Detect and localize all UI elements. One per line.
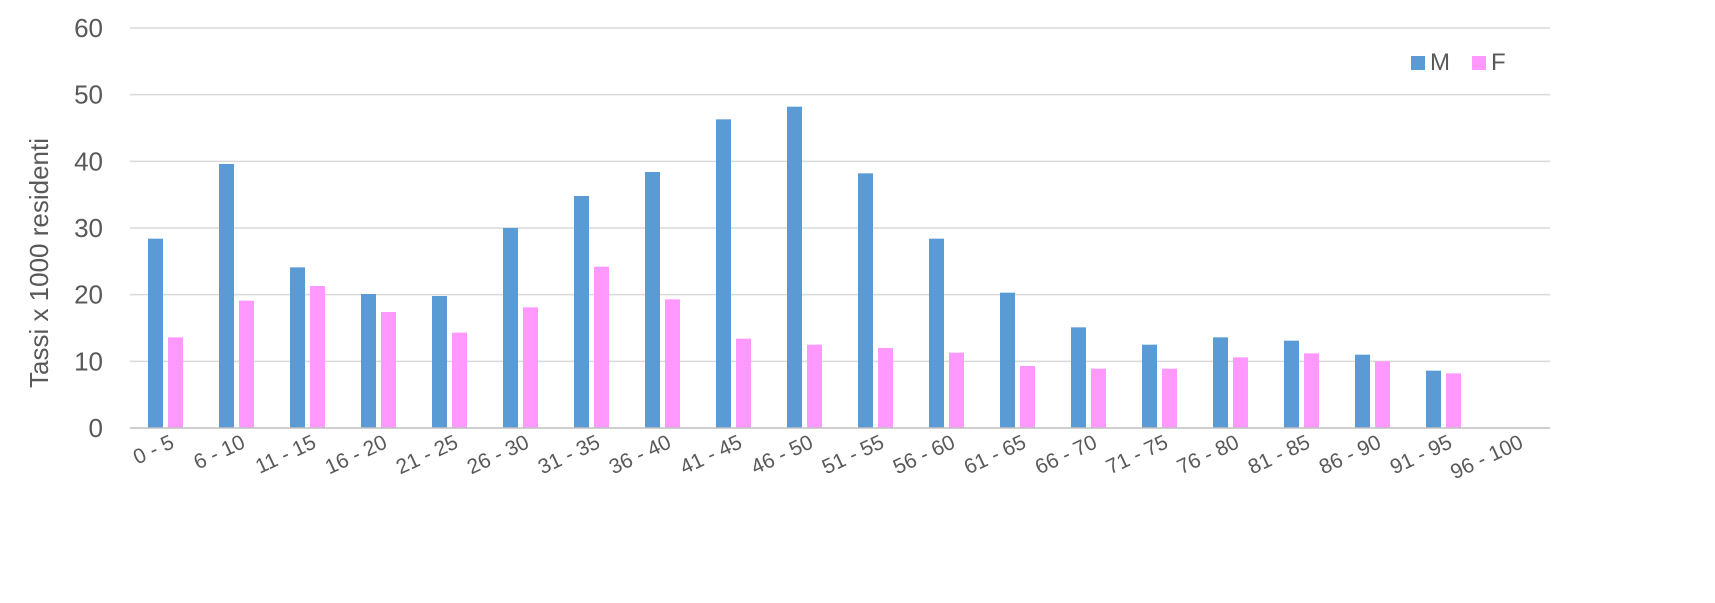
bar-m-8 — [716, 119, 731, 428]
y-tick-label: 40 — [74, 146, 103, 176]
x-category-label: 51 - 55 — [819, 431, 888, 479]
bar-f-11 — [949, 352, 964, 428]
bar-m-3 — [361, 294, 376, 428]
x-category-label: 81 - 85 — [1245, 431, 1314, 479]
gridlines — [130, 27, 1550, 363]
bar-m-16 — [1284, 340, 1299, 428]
x-category-label: 91 - 95 — [1387, 431, 1456, 479]
bar-f-3 — [381, 312, 396, 428]
bar-f-0 — [168, 337, 183, 428]
x-category-label: 66 - 70 — [1032, 431, 1101, 479]
x-category-label: 71 - 75 — [1103, 431, 1172, 479]
bar-f-5 — [523, 307, 538, 428]
bar-m-4 — [432, 296, 447, 428]
bar-f-13 — [1091, 368, 1106, 428]
x-category-label: 56 - 60 — [890, 431, 959, 479]
y-tick-label: 10 — [74, 346, 103, 376]
x-category-label: 31 - 35 — [535, 431, 604, 479]
bar-f-2 — [310, 286, 325, 428]
x-category-label: 21 - 25 — [393, 431, 462, 479]
bar-f-16 — [1304, 353, 1319, 428]
bars — [148, 106, 1461, 429]
y-tick-label: 50 — [74, 80, 103, 110]
x-category-label: 86 - 90 — [1316, 431, 1385, 479]
y-axis-ticks: 0 10 20 30 40 50 60 — [74, 13, 103, 443]
legend-swatch-m — [1411, 56, 1425, 70]
y-tick-label: 60 — [74, 13, 103, 43]
legend-label-m: M — [1430, 49, 1450, 76]
x-category-label: 61 - 65 — [961, 431, 1030, 479]
bar-f-12 — [1020, 366, 1035, 428]
x-category-label: 26 - 30 — [464, 431, 533, 479]
bar-f-15 — [1233, 357, 1248, 428]
bar-m-0 — [148, 238, 163, 428]
x-category-label: 11 - 15 — [252, 431, 320, 479]
x-category-label: 6 - 10 — [190, 431, 248, 475]
x-category-label: 36 - 40 — [606, 431, 675, 479]
y-tick-label: 0 — [89, 413, 103, 443]
x-category-label: 76 - 80 — [1174, 431, 1243, 479]
bar-f-1 — [239, 300, 254, 428]
bar-m-11 — [929, 238, 944, 428]
bar-f-9 — [807, 344, 822, 428]
bar-f-4 — [452, 332, 467, 428]
bar-m-13 — [1071, 327, 1086, 428]
y-tick-label: 20 — [74, 280, 103, 310]
x-category-label: 16 - 20 — [322, 431, 391, 479]
bar-f-18 — [1446, 373, 1461, 428]
x-category-label: 46 - 50 — [748, 431, 817, 479]
bar-m-6 — [574, 196, 589, 428]
bar-f-8 — [736, 338, 751, 428]
bar-m-1 — [219, 164, 234, 428]
bar-m-7 — [645, 172, 660, 428]
y-axis-title: Tassi x 1000 residenti — [24, 138, 54, 388]
bar-f-14 — [1162, 368, 1177, 428]
bar-m-5 — [503, 228, 518, 428]
y-tick-label: 30 — [74, 213, 103, 243]
legend-label-f: F — [1491, 49, 1506, 76]
x-category-label: 0 - 5 — [130, 431, 178, 470]
bar-m-18 — [1426, 370, 1441, 428]
x-category-label: 41 - 45 — [677, 431, 746, 479]
bar-f-17 — [1375, 361, 1390, 428]
bar-m-14 — [1142, 344, 1157, 428]
bar-f-6 — [594, 266, 609, 428]
bar-m-15 — [1213, 337, 1228, 428]
bar-m-12 — [1000, 292, 1015, 428]
bar-m-10 — [858, 173, 873, 428]
bar-m-2 — [290, 267, 305, 428]
bar-m-9 — [787, 106, 802, 429]
bar-f-10 — [878, 348, 893, 428]
bar-m-17 — [1355, 354, 1370, 428]
legend-swatch-f — [1472, 56, 1486, 70]
bar-f-7 — [665, 299, 680, 428]
x-category-label: 96 - 100 — [1447, 431, 1527, 484]
legend: M F — [1411, 49, 1506, 76]
